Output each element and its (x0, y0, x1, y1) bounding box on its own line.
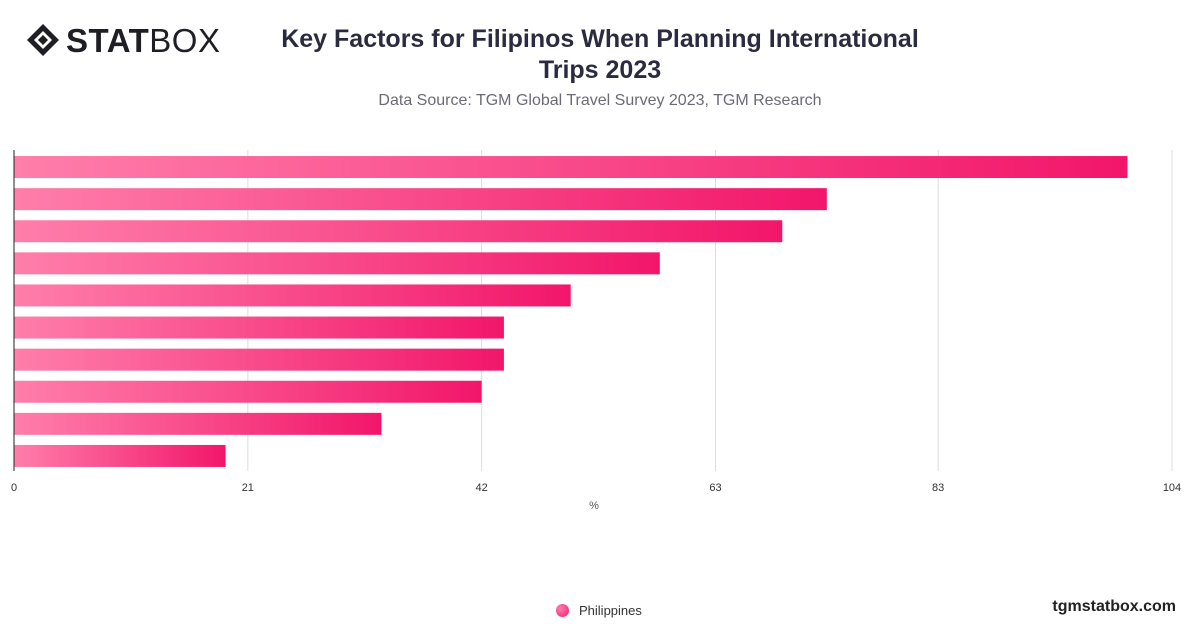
bar[interactable] (14, 444, 226, 467)
x-tick-label: 42 (476, 482, 488, 494)
logo-text-light: BOX (149, 21, 221, 59)
legend[interactable]: Philippines (556, 603, 642, 618)
bar[interactable] (14, 284, 571, 307)
statbox-logo: STATBOX (26, 22, 220, 58)
bar[interactable] (14, 348, 504, 371)
x-axis-label: % (589, 500, 599, 512)
x-tick-label: 21 (242, 482, 254, 494)
site-brand: tgmstatbox.com (1052, 598, 1176, 615)
legend-label: Philippines (579, 603, 642, 618)
logo-text: STATBOX (66, 24, 220, 57)
bar[interactable] (14, 156, 1128, 179)
x-tick-label: 104 (1163, 482, 1181, 494)
bar[interactable] (14, 188, 827, 211)
bar[interactable] (14, 380, 482, 403)
logo-text-bold: STAT (66, 21, 150, 59)
bar[interactable] (14, 412, 382, 435)
x-tick-label: 83 (932, 482, 944, 494)
statbox-diamond-icon (27, 24, 59, 56)
bar[interactable] (14, 252, 660, 275)
bar-chart: 0 21 42 63 83 104% (11, 150, 1181, 512)
chart-title: Key Factors for Filipinos When Planning … (281, 25, 919, 84)
bar[interactable] (14, 316, 504, 339)
chart-subtitle: Data Source: TGM Global Travel Survey 20… (378, 92, 822, 109)
bar[interactable] (14, 220, 783, 243)
legend-swatch-icon (556, 604, 569, 617)
x-tick-label: 0 (11, 482, 17, 494)
x-tick-label: 63 (709, 482, 721, 494)
